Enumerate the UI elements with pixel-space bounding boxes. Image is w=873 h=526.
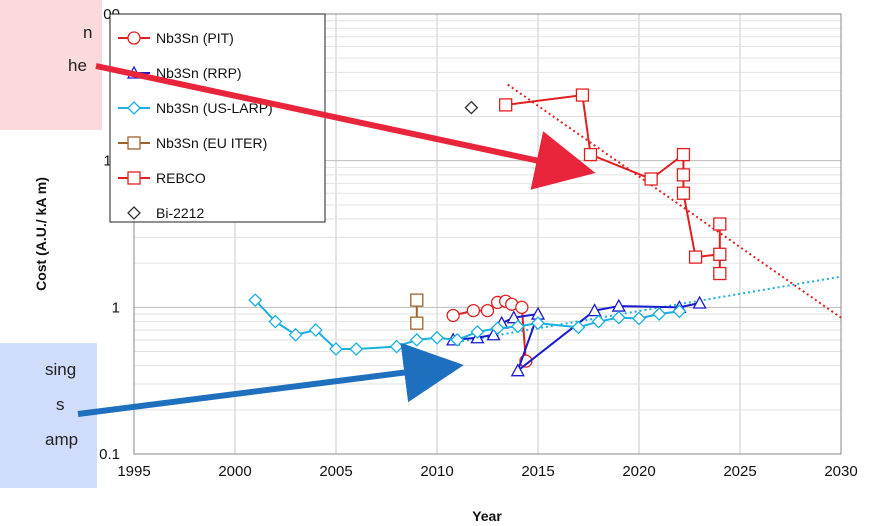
- data-point-eu_iter: [410, 293, 424, 307]
- legend-label: Nb3Sn (PIT): [156, 30, 234, 46]
- data-point-us_larp: [611, 310, 626, 325]
- legend-swatch-marker: [127, 136, 141, 150]
- x-tick-label: 2010: [420, 463, 453, 480]
- y-tick-label: 0.1: [99, 446, 120, 463]
- legend-label: REBCO: [156, 170, 206, 186]
- data-point-rebco: [676, 147, 691, 162]
- data-point-rrp: [587, 303, 602, 317]
- blue-pointer-arrow: [77, 342, 464, 417]
- callout-bottom-line-1: sing: [45, 360, 76, 379]
- series-eu_iter: [410, 293, 424, 330]
- data-point-us_larp: [389, 339, 404, 354]
- y-tick-label: 1: [112, 299, 120, 316]
- callout-top-line-1: n: [83, 23, 92, 42]
- data-point-us_larp: [571, 320, 586, 335]
- data-point-us_larp: [430, 330, 444, 345]
- data-point-pit: [480, 303, 495, 318]
- data-point-rebco: [713, 247, 727, 261]
- callout-top: n he: [0, 0, 102, 130]
- callout-top-line-2: he: [68, 56, 87, 75]
- data-point-rebco: [688, 250, 703, 264]
- data-point-us_larp: [531, 316, 545, 331]
- data-point-us_larp: [288, 327, 303, 342]
- data-point-rebco: [575, 88, 590, 102]
- x-tick-label: 2015: [521, 463, 554, 480]
- data-point-us_larp: [268, 314, 283, 329]
- legend: Nb3Sn (PIT) Nb3Sn (RRP) Nb3Sn (US-LARP) Nb3…: [109, 13, 326, 223]
- data-point-us_larp: [409, 332, 424, 347]
- legend-box: [109, 13, 326, 223]
- data-point-rrp: [510, 363, 525, 377]
- data-point-us_larp: [248, 293, 263, 308]
- data-point-pit: [446, 308, 460, 323]
- data-point-us_larp: [632, 311, 646, 326]
- x-axis-title: Year: [472, 508, 502, 524]
- data-point-bi2212: [464, 100, 479, 115]
- legend-label: Bi-2212: [156, 205, 204, 221]
- x-tick-label: 2000: [218, 463, 251, 480]
- x-tick-label: 2005: [319, 463, 352, 480]
- legend-label: Nb3Sn (EU ITER): [156, 135, 267, 151]
- data-point-rebco: [583, 147, 598, 162]
- y-axis-title: Cost (A.U./ kA m): [33, 177, 49, 291]
- legend-entry-us_larp: Nb3Sn (US-LARP): [118, 100, 273, 116]
- legend-swatch-marker: [127, 31, 141, 45]
- data-point-rebco: [713, 217, 727, 231]
- legend-label: Nb3Sn (US-LARP): [156, 100, 273, 116]
- legend-entry-pit: Nb3Sn (PIT): [118, 30, 234, 46]
- callout-bottom-line-3: amp: [45, 430, 78, 449]
- data-point-us_larp: [329, 342, 343, 356]
- callout-bottom-line-2: s: [56, 395, 65, 414]
- series-rebco: [499, 88, 727, 281]
- legend-entry-bi2212: Bi-2212: [127, 205, 204, 221]
- data-point-us_larp: [490, 321, 505, 336]
- data-series: [248, 88, 727, 377]
- legend-swatch-marker: [127, 171, 141, 185]
- series-bi2212: [464, 100, 479, 115]
- data-point-pit: [466, 303, 481, 318]
- trendline-rebco_trend: [507, 83, 842, 319]
- series-rrp: [446, 295, 707, 377]
- legend-entry-eu_iter: Nb3Sn (EU ITER): [118, 135, 267, 151]
- data-point-rrp: [486, 327, 501, 341]
- data-point-rebco: [644, 172, 658, 186]
- x-tick-label: 2020: [622, 463, 655, 480]
- red-pointer-arrow: [95, 63, 596, 190]
- data-point-us_larp: [652, 307, 667, 321]
- x-tick-label: 1995: [117, 463, 150, 480]
- x-tick-labels: 1995 2000 2005 2010 2015 2020 2025 2030: [117, 463, 857, 480]
- data-point-rebco: [676, 168, 691, 182]
- data-point-rebco: [713, 266, 727, 281]
- legend-entry-rebco: REBCO: [118, 170, 206, 186]
- data-point-us_larp: [510, 319, 525, 334]
- data-point-us_larp: [591, 314, 606, 329]
- legend-label: Nb3Sn (RRP): [156, 65, 242, 81]
- data-point-eu_iter: [410, 316, 424, 330]
- x-tick-label: 2025: [723, 463, 756, 480]
- data-point-us_larp: [470, 324, 485, 339]
- data-point-us_larp: [308, 323, 323, 337]
- data-point-rebco: [676, 186, 691, 200]
- legend-swatch-marker: [127, 206, 141, 220]
- callout-top-box: [0, 0, 102, 130]
- data-point-us_larp: [672, 304, 687, 319]
- data-point-rrp: [506, 310, 521, 324]
- legend-swatch-marker: [127, 101, 141, 115]
- x-tick-label: 2030: [824, 463, 857, 480]
- plot-frame: [133, 13, 842, 455]
- data-point-pit: [515, 300, 529, 314]
- series-us_larp: [248, 293, 687, 356]
- data-point-rebco: [499, 98, 513, 112]
- data-point-us_larp: [349, 342, 364, 356]
- data-point-rrp: [692, 295, 707, 309]
